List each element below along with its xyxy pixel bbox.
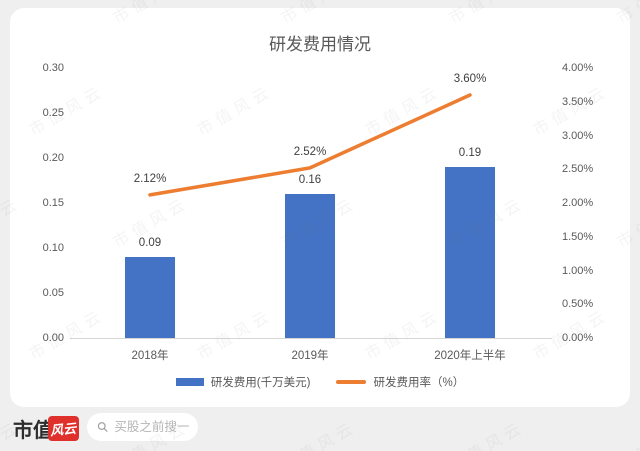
brand-logo-text: 风云 — [49, 420, 78, 439]
left-axis-tick: 0.00 — [42, 332, 64, 344]
legend-label: 研发费用率（%） — [373, 377, 465, 389]
left-axis-tick: 0.25 — [42, 107, 64, 119]
x-axis-label: 2020年上半年 — [434, 350, 506, 362]
bar-value-label: 0.16 — [298, 174, 322, 186]
legend-item: 研发费用率（%） — [336, 374, 464, 390]
bar-value-label: 0.19 — [458, 147, 482, 159]
legend-swatch-line — [336, 380, 367, 384]
right-axis-tick: 4.00% — [562, 62, 594, 74]
brand-logo[interactable]: 风云 — [48, 416, 79, 441]
search-box[interactable] — [87, 413, 198, 441]
left-axis-tick: 0.10 — [42, 242, 64, 254]
left-axis-tick: 0.30 — [42, 62, 64, 74]
chart-title: 研发费用情况 — [269, 35, 371, 54]
x-axis-label: 2019年 — [291, 350, 329, 362]
right-axis-tick: 3.00% — [562, 129, 594, 142]
legend-item: 研发费用(千万美元) — [175, 374, 311, 390]
brand-text: 市值 — [13, 418, 53, 442]
search-icon — [97, 422, 108, 432]
bar — [125, 257, 175, 338]
right-axis-tick: 1.00% — [562, 264, 594, 277]
legend-label: 研发费用(千万美元) — [210, 377, 311, 389]
legend: 研发费用(千万美元) 研发费用率（%） — [10, 374, 630, 390]
line-point-label: 2.12% — [133, 172, 167, 185]
x-axis-line — [70, 338, 552, 339]
search-input[interactable] — [114, 420, 190, 434]
right-axis-tick: 2.50% — [562, 163, 594, 176]
left-axis-tick: 0.20 — [42, 152, 64, 164]
bar-value-label: 0.09 — [138, 237, 162, 249]
right-axis-tick: 3.50% — [562, 95, 594, 108]
right-axis-tick: 2.00% — [562, 197, 594, 209]
bar — [445, 167, 495, 338]
bar — [285, 194, 335, 338]
left-axis-tick: 0.15 — [42, 197, 64, 209]
right-axis-tick: 1.50% — [562, 230, 594, 243]
rd-expense-rate-line — [148, 93, 472, 197]
left-axis-tick: 0.05 — [42, 287, 64, 299]
line-point-label: 2.52% — [293, 145, 327, 158]
x-axis-label: 2018年 — [131, 350, 169, 362]
legend-swatch-bar — [175, 378, 204, 386]
right-axis-tick: 0.00% — [562, 332, 594, 344]
line-point-label: 3.60% — [453, 73, 487, 85]
footer-bar: 市值 风云 — [0, 407, 640, 451]
right-axis-tick: 0.50% — [562, 298, 594, 311]
